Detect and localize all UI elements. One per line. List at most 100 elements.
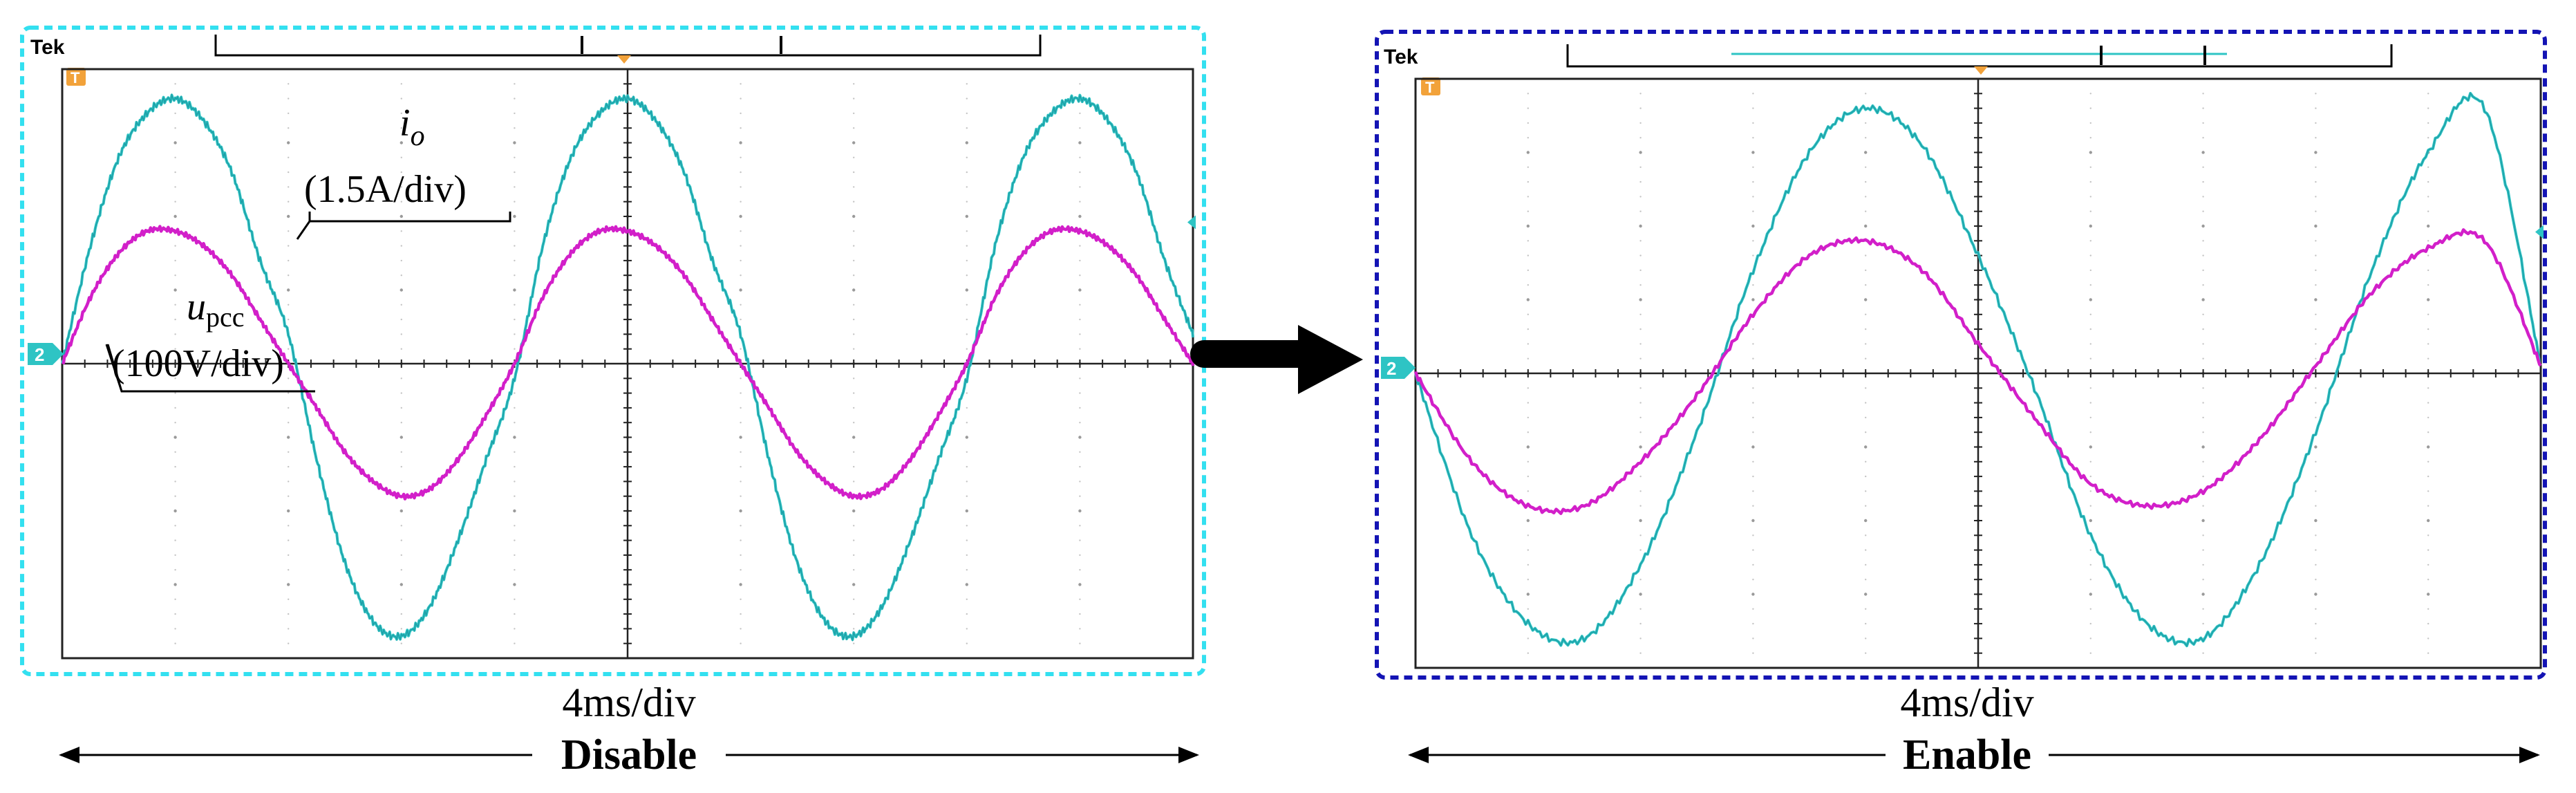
grid-dot xyxy=(399,141,403,144)
grid-subdot xyxy=(1079,200,1081,203)
scope-brand-label: Tek xyxy=(1384,46,1418,68)
grid-subdot xyxy=(2202,652,2204,654)
upcc-scale-label: (100V/div) xyxy=(112,342,284,385)
grid-subdot xyxy=(288,554,290,557)
grid-subdot xyxy=(514,112,516,115)
grid-subdot xyxy=(853,200,855,203)
grid-dot xyxy=(739,436,742,439)
grid-subdot xyxy=(966,628,968,630)
grid-subdot xyxy=(174,127,176,129)
grid-subdot xyxy=(740,171,742,174)
grid-dot xyxy=(1751,593,1755,596)
grid-subdot xyxy=(1079,495,1081,497)
grid-subdot xyxy=(1752,402,1754,404)
grid-dot xyxy=(1864,593,1868,596)
grid-subdot xyxy=(1079,83,1081,85)
grid-subdot xyxy=(966,83,968,85)
grid-subdot xyxy=(1865,652,1867,654)
grid-subdot xyxy=(1865,269,1867,272)
grid-subdot xyxy=(2089,431,2091,433)
reference-level-marker xyxy=(2535,225,2544,239)
grid-subdot xyxy=(514,245,516,247)
grid-dot xyxy=(965,583,969,586)
grid-subdot xyxy=(740,451,742,453)
grid-subdot xyxy=(2089,563,2091,566)
grid-dot xyxy=(2201,445,2205,449)
grid-subdot xyxy=(2315,93,2317,95)
grid-dot xyxy=(2201,224,2205,228)
grid-subdot xyxy=(2315,107,2317,109)
grid-dot xyxy=(513,436,516,439)
grid-subdot xyxy=(853,127,855,129)
grid-subdot xyxy=(288,112,290,115)
grid-subdot xyxy=(1527,637,1529,640)
grid-subdot xyxy=(2089,166,2091,168)
grid-subdot xyxy=(2202,416,2204,419)
grid-subdot xyxy=(966,230,968,232)
grid-subdot xyxy=(966,186,968,188)
grid-subdot xyxy=(514,333,516,335)
grid-subdot xyxy=(514,642,516,644)
grid-dot xyxy=(739,141,742,144)
grid-dot xyxy=(287,288,290,292)
grid-subdot xyxy=(1639,490,1642,492)
grid-subdot xyxy=(1752,343,1754,345)
footer-disable: 4ms/div Disable xyxy=(59,680,1199,778)
grid-subdot xyxy=(1865,475,1867,478)
grid-subdot xyxy=(853,230,855,232)
grid-dot xyxy=(173,288,177,292)
grid-subdot xyxy=(1639,210,1642,212)
grid-subdot xyxy=(853,392,855,394)
grid-subdot xyxy=(288,642,290,644)
grid-subdot xyxy=(2315,284,2317,286)
transition-arrow xyxy=(1190,325,1363,394)
grid-subdot xyxy=(2089,343,2091,345)
grid-subdot xyxy=(966,642,968,644)
grid-subdot xyxy=(400,451,402,453)
grid-subdot xyxy=(400,156,402,158)
grid-subdot xyxy=(966,598,968,600)
grid-dot xyxy=(2089,224,2092,228)
grid-subdot xyxy=(400,642,402,644)
grid-dot xyxy=(1078,214,1082,218)
grid-subdot xyxy=(1865,387,1867,389)
grid-subdot xyxy=(1527,534,1529,537)
grid-subdot xyxy=(1752,608,1754,610)
grid-subdot xyxy=(1527,210,1529,212)
grid-dot xyxy=(2089,519,2092,523)
grid-subdot xyxy=(400,525,402,527)
grid-subdot xyxy=(1865,254,1867,256)
grid-subdot xyxy=(1079,569,1081,571)
grid-subdot xyxy=(966,613,968,615)
grid-subdot xyxy=(2315,608,2317,610)
grid-subdot xyxy=(514,451,516,453)
grid-subdot xyxy=(2315,579,2317,581)
grid-subdot xyxy=(2427,357,2429,360)
grid-subdot xyxy=(174,304,176,306)
grid-subdot xyxy=(2202,431,2204,433)
grid-subdot xyxy=(288,465,290,468)
grid-subdot xyxy=(2427,328,2429,330)
grid-subdot xyxy=(514,392,516,394)
grid-dot xyxy=(852,436,856,439)
grid-subdot xyxy=(1865,505,1867,507)
grid-subdot xyxy=(2089,122,2091,124)
timebase-label-disable: 4ms/div xyxy=(562,680,695,725)
grid-subdot xyxy=(2315,652,2317,654)
scope-panel-disable: Tek T 2 io (1.5A/div) xyxy=(20,26,1206,676)
grid-subdot xyxy=(2089,254,2091,256)
grid-dot xyxy=(965,436,969,439)
grid-subdot xyxy=(174,481,176,483)
acquisition-bar xyxy=(1566,44,2393,68)
grid-subdot xyxy=(1752,107,1754,109)
grid-subdot xyxy=(400,613,402,615)
grid-subdot xyxy=(400,392,402,394)
grid-subdot xyxy=(1527,196,1529,198)
grid-subdot xyxy=(2315,534,2317,537)
grid-subdot xyxy=(1639,313,1642,315)
grid-subdot xyxy=(288,348,290,350)
grid-subdot xyxy=(2427,240,2429,242)
grid-subdot xyxy=(1527,357,1529,360)
grid-subdot xyxy=(740,83,742,85)
grid-subdot xyxy=(2202,240,2204,242)
